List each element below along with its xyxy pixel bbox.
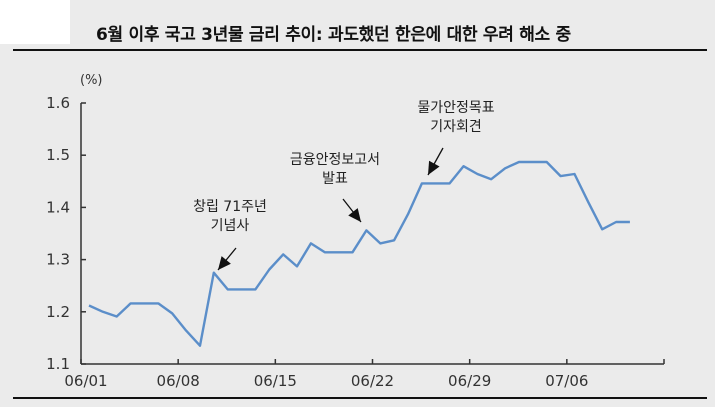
x-tick-label: 06/08	[157, 372, 200, 390]
annotation-label: 물가안정목표	[417, 100, 494, 116]
y-tick-label: 1.2	[46, 303, 70, 321]
title-divider	[13, 49, 707, 51]
x-tick-label: 07/06	[545, 372, 588, 390]
chart-title: 6월 이후 국고 3년물 금리 추이: 과도했던 한은에 대한 우려 해소 중	[96, 25, 571, 45]
x-axis: 06/01 06/08 06/15 06/22 06/29 07/06	[64, 359, 665, 390]
title-mask-block	[0, 0, 70, 44]
x-tick-label: 06/29	[448, 372, 491, 390]
y-tick-label: 1.5	[46, 146, 70, 164]
annotation-label: 창립 71주년	[193, 199, 267, 215]
x-tick-label: 06/22	[351, 372, 394, 390]
y-tick-label: 1.6	[46, 94, 70, 112]
y-unit-label: (%)	[80, 73, 103, 88]
annotation-label: 금융안정보고서	[290, 152, 380, 168]
arrowhead-icon	[348, 208, 361, 222]
annotation-label: 발표	[322, 171, 348, 187]
x-tick-label: 06/15	[254, 372, 297, 390]
rate-line	[88, 160, 630, 347]
arrowhead-icon	[428, 160, 440, 175]
annotation-label: 기자회견	[430, 119, 482, 135]
annotation-label: 기념사	[211, 218, 250, 234]
arrowhead-icon	[218, 256, 231, 270]
y-tick-label: 1.4	[46, 198, 70, 216]
bottom-divider	[13, 397, 707, 399]
y-tick-label: 1.3	[46, 251, 70, 269]
y-tick-label: 1.1	[46, 355, 70, 373]
y-axis: 1.6 1.5 1.4 1.3 1.2 1.1	[46, 94, 86, 373]
x-tick-label: 06/01	[64, 372, 107, 390]
